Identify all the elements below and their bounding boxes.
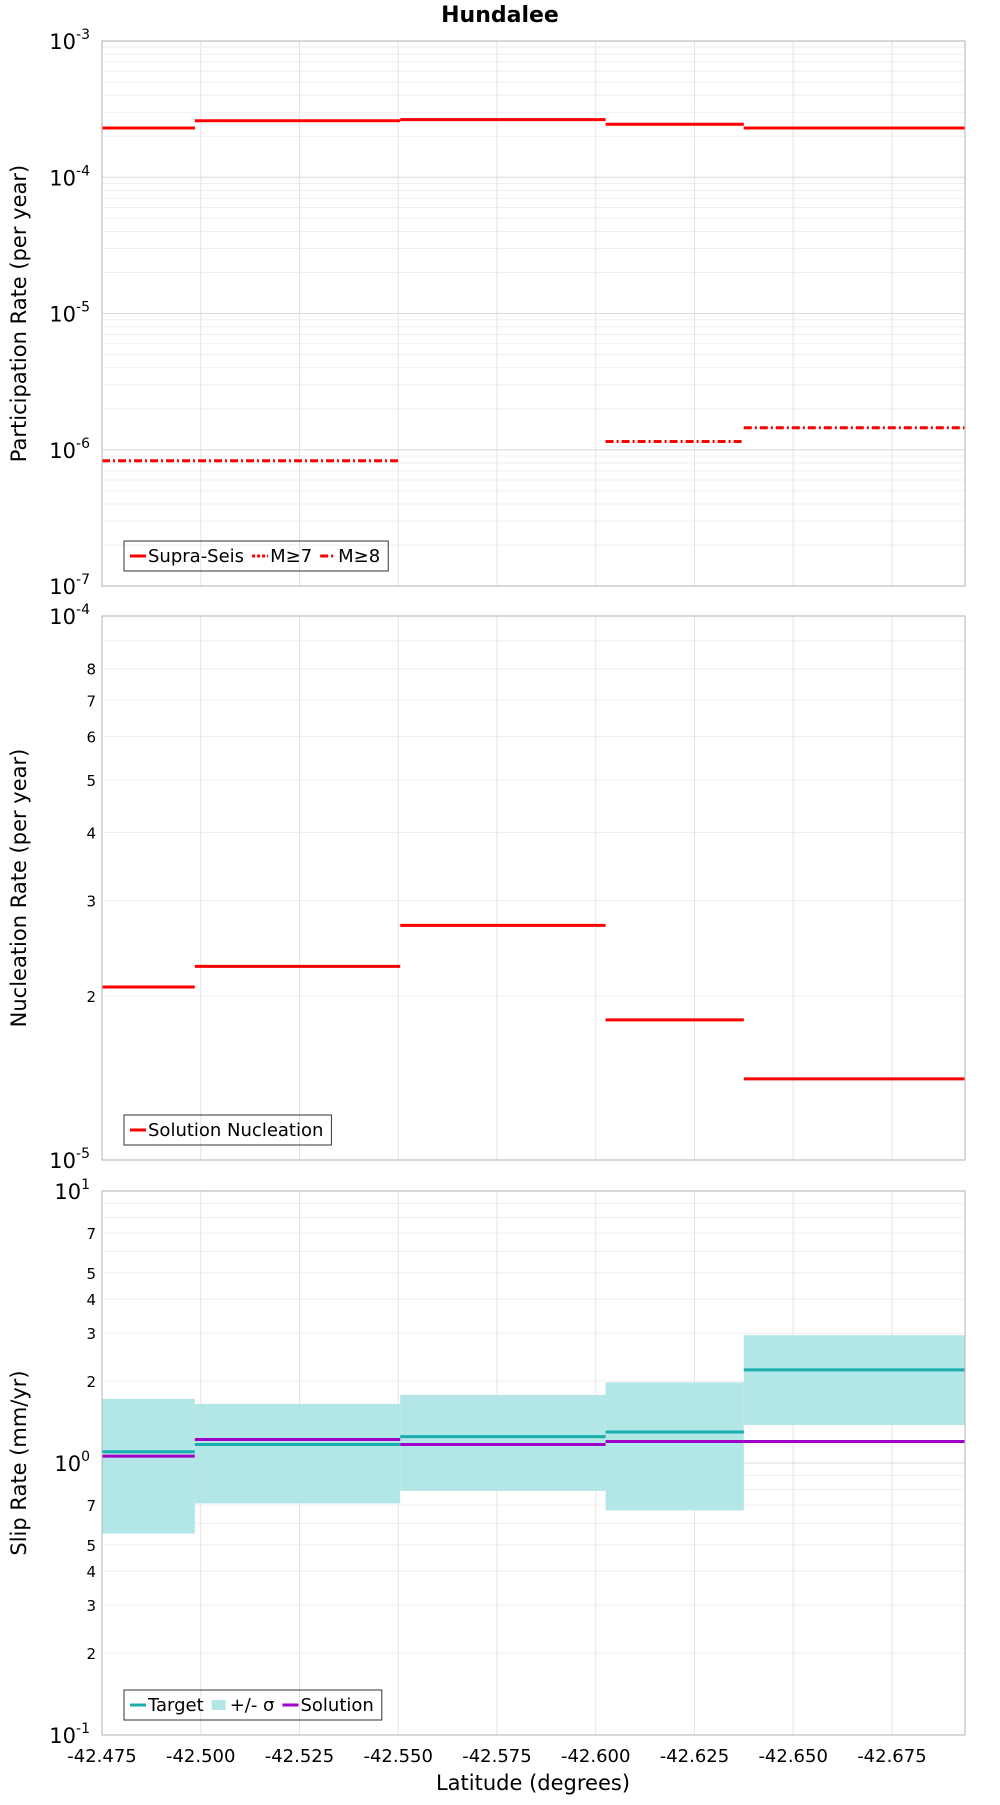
y-minor-tick-label: 3: [86, 1597, 96, 1615]
y-minor-tick-label: 5: [86, 1537, 96, 1555]
legend-label: Target: [147, 1695, 204, 1716]
panel-2: 10-5 10-4 2 3 4 5 6 7 8 Nucleation Rate (per year…: [7, 602, 966, 1173]
x-axis-title: Latitude (degrees): [436, 1771, 630, 1795]
y-minor-tick-label: 6: [86, 729, 96, 747]
legend-label: Solution Nucleation: [148, 1120, 323, 1141]
y-minor-tick-label: 7: [86, 1497, 96, 1515]
y-minor-tick-label: 4: [86, 1291, 96, 1309]
legend-label: Solution: [300, 1695, 373, 1716]
y-minor-tick-label: 3: [86, 1325, 96, 1343]
plot-frame: [101, 40, 966, 587]
x-tick-label: -42.550: [363, 1746, 432, 1767]
chart-title: Hundalee: [441, 3, 559, 28]
x-tick-label: -42.475: [67, 1746, 136, 1767]
band-segment: [400, 1394, 606, 1491]
y-tick-label: 100: [54, 1449, 90, 1476]
x-tick-label: -42.650: [758, 1746, 827, 1767]
y-minor-tick-label: 5: [86, 1265, 96, 1283]
band-segment: [194, 1403, 401, 1504]
y-axis-title: Slip Rate (mm/yr): [7, 1370, 31, 1555]
x-tick-label: -42.600: [561, 1746, 630, 1767]
legend: Solution Nucleation: [123, 1114, 332, 1146]
y-tick-label: 10-6: [49, 436, 90, 463]
legend-box: [123, 1114, 332, 1146]
legend-box: [123, 540, 389, 572]
y-tick-label: 101: [54, 1177, 90, 1204]
y-tick-label: 10-4: [49, 163, 90, 190]
y-axis-title: Nucleation Rate (per year): [7, 749, 31, 1028]
legend-swatch: [211, 1700, 226, 1710]
y-minor-tick-label: 5: [86, 772, 96, 790]
panel-3: 10-1 100 101 2 3 4 5 7 2 3 4 5 7 Slip Rate (mm/yr) Tar…: [7, 1177, 966, 1767]
y-tick-label: 10-5: [49, 1146, 90, 1173]
y-minor-tick-label: 2: [86, 1373, 96, 1391]
legend: Supra-Seis M≥7 M≥8: [123, 540, 389, 572]
y-tick-label: 10-3: [49, 27, 90, 54]
x-tick-label: -42.500: [166, 1746, 235, 1767]
y-minor-tick-label: 8: [86, 661, 96, 679]
y-minor-tick-label: 2: [86, 988, 96, 1006]
band-segment: [743, 1335, 965, 1425]
panel-1: 10-7 10-6 10-5 10-4 10-3 Participation Rate (…: [7, 27, 966, 599]
x-tick-label: -42.575: [462, 1746, 531, 1767]
y-tick-label: 10-7: [49, 572, 90, 599]
legend-label: Supra-Seis: [148, 546, 244, 567]
y-minor-tick-label: 4: [86, 824, 96, 842]
x-tick-label: -42.625: [660, 1746, 729, 1767]
plot-frame: [101, 615, 966, 1161]
y-minor-tick-label: 4: [86, 1563, 96, 1581]
y-axis-title: Participation Rate (per year): [7, 165, 31, 462]
y-minor-tick-label: 2: [86, 1645, 96, 1663]
legend-label: M≥7: [270, 546, 312, 567]
band-segment: [605, 1382, 744, 1511]
y-tick-label: 10-5: [49, 300, 90, 327]
band-segment: [102, 1398, 195, 1534]
y-tick-label: 10-4: [49, 602, 90, 629]
y-minor-tick-label: 3: [86, 892, 96, 910]
x-tick-label: -42.675: [857, 1746, 926, 1767]
plot-frame: [101, 1190, 966, 1736]
legend: Target +/- σ Solution: [123, 1689, 383, 1721]
legend-label: +/- σ: [230, 1695, 275, 1716]
y-minor-tick-label: 7: [86, 1225, 96, 1243]
legend-box: [123, 1689, 383, 1721]
y-minor-tick-label: 7: [86, 692, 96, 710]
y-tick-label: 10-1: [49, 1721, 90, 1748]
panels: 10-7 10-6 10-5 10-4 10-3 Participation Rate (…: [7, 27, 966, 1767]
legend-label: M≥8: [338, 546, 380, 567]
x-tick-label: -42.525: [265, 1746, 334, 1767]
